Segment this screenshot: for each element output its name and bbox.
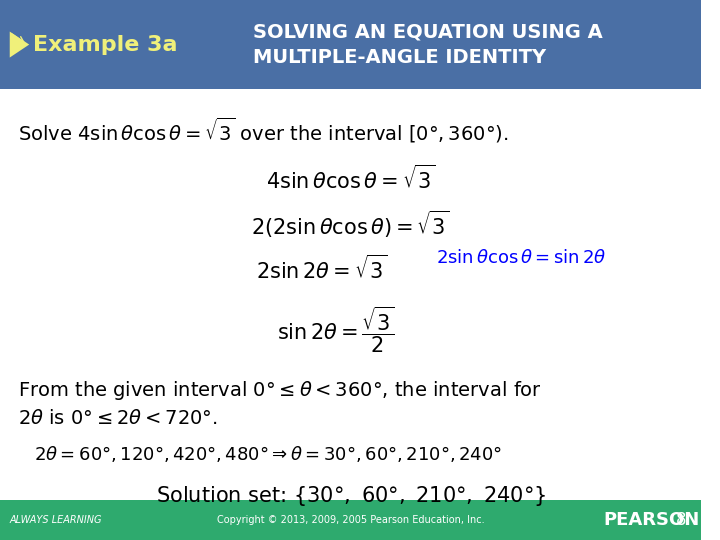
Text: $2\sin\theta\cos\theta = \sin 2\theta$: $2\sin\theta\cos\theta = \sin 2\theta$: [436, 249, 606, 267]
FancyBboxPatch shape: [0, 0, 701, 89]
Text: $4\sin\theta\cos\theta = \sqrt{3}$: $4\sin\theta\cos\theta = \sqrt{3}$: [266, 164, 435, 192]
Text: $2\theta = 60°, 120°, 420°, 480° \Rightarrow \theta = 30°, 60°, 210°, 240°$: $2\theta = 60°, 120°, 420°, 480° \Righta…: [34, 444, 502, 464]
Text: Copyright © 2013, 2009, 2005 Pearson Education, Inc.: Copyright © 2013, 2009, 2005 Pearson Edu…: [217, 515, 485, 525]
Text: Solution set: $\{30°,\ 60°,\ 210°,\ 240°\}$: Solution set: $\{30°,\ 60°,\ 210°,\ 240°…: [156, 484, 546, 508]
Text: $2\theta$ is $0° \leq 2\theta < 720°$.: $2\theta$ is $0° \leq 2\theta < 720°$.: [17, 409, 217, 428]
Text: From the given interval $0° \leq \theta < 360°$, the interval for: From the given interval $0° \leq \theta …: [17, 379, 541, 402]
Text: SOLVING AN EQUATION USING A
MULTIPLE-ANGLE IDENTITY: SOLVING AN EQUATION USING A MULTIPLE-ANG…: [253, 23, 603, 66]
Text: Example 3a: Example 3a: [33, 35, 178, 55]
Text: Solve $4\sin\theta\cos\theta = \sqrt{3}$ over the interval $[0°, 360°).$: Solve $4\sin\theta\cos\theta = \sqrt{3}$…: [17, 116, 508, 145]
Text: $2(2\sin\theta\cos\theta) = \sqrt{3}$: $2(2\sin\theta\cos\theta) = \sqrt{3}$: [251, 209, 450, 240]
Text: ALWAYS LEARNING: ALWAYS LEARNING: [10, 515, 102, 525]
Text: $2\sin 2\theta = \sqrt{3}$: $2\sin 2\theta = \sqrt{3}$: [256, 254, 387, 282]
Text: $\sin 2\theta = \dfrac{\sqrt{3}}{2}$: $\sin 2\theta = \dfrac{\sqrt{3}}{2}$: [277, 304, 395, 355]
Polygon shape: [10, 31, 30, 58]
Text: PEARSON: PEARSON: [604, 511, 700, 529]
Text: 8: 8: [676, 511, 687, 529]
FancyBboxPatch shape: [0, 500, 701, 540]
